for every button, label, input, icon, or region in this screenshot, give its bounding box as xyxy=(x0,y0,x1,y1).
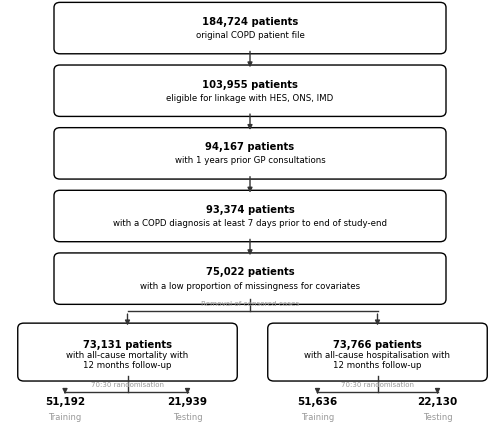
Text: 94,167 patients: 94,167 patients xyxy=(206,142,294,152)
FancyBboxPatch shape xyxy=(54,190,446,242)
FancyBboxPatch shape xyxy=(54,2,446,54)
Text: Testing: Testing xyxy=(422,413,452,422)
Text: with a low proportion of missingness for covariates: with a low proportion of missingness for… xyxy=(140,282,360,291)
Text: 93,374 patients: 93,374 patients xyxy=(206,205,294,215)
Text: 184,724 patients: 184,724 patients xyxy=(202,17,298,27)
Text: 22,130: 22,130 xyxy=(418,397,458,407)
FancyBboxPatch shape xyxy=(268,323,487,381)
Text: 70:30 randomisation: 70:30 randomisation xyxy=(341,382,414,388)
Text: with all-cause mortality with
12 months follow-up: with all-cause mortality with 12 months … xyxy=(66,351,188,370)
Text: Removal of censored cases: Removal of censored cases xyxy=(201,301,299,307)
Text: 73,131 patients: 73,131 patients xyxy=(83,340,172,350)
Text: with a COPD diagnosis at least 7 days prior to end of study-end: with a COPD diagnosis at least 7 days pr… xyxy=(113,219,387,228)
Text: 70:30 randomisation: 70:30 randomisation xyxy=(91,382,164,388)
FancyBboxPatch shape xyxy=(54,65,446,116)
FancyBboxPatch shape xyxy=(54,128,446,179)
Text: with all-cause hospitalisation with
12 months follow-up: with all-cause hospitalisation with 12 m… xyxy=(304,351,450,370)
Text: with 1 years prior GP consultations: with 1 years prior GP consultations xyxy=(174,156,326,165)
FancyBboxPatch shape xyxy=(54,253,446,304)
Text: Testing: Testing xyxy=(172,413,203,422)
Text: 21,939: 21,939 xyxy=(168,397,207,407)
FancyBboxPatch shape xyxy=(18,323,238,381)
Text: 51,636: 51,636 xyxy=(298,397,338,407)
Text: Training: Training xyxy=(48,413,82,422)
Text: eligible for linkage with HES, ONS, IMD: eligible for linkage with HES, ONS, IMD xyxy=(166,94,334,103)
Text: 103,955 patients: 103,955 patients xyxy=(202,79,298,89)
Text: original COPD patient file: original COPD patient file xyxy=(196,31,304,40)
Text: 75,022 patients: 75,022 patients xyxy=(206,267,294,277)
Text: 73,766 patients: 73,766 patients xyxy=(333,340,422,350)
Text: Training: Training xyxy=(301,413,334,422)
Text: 51,192: 51,192 xyxy=(45,397,85,407)
